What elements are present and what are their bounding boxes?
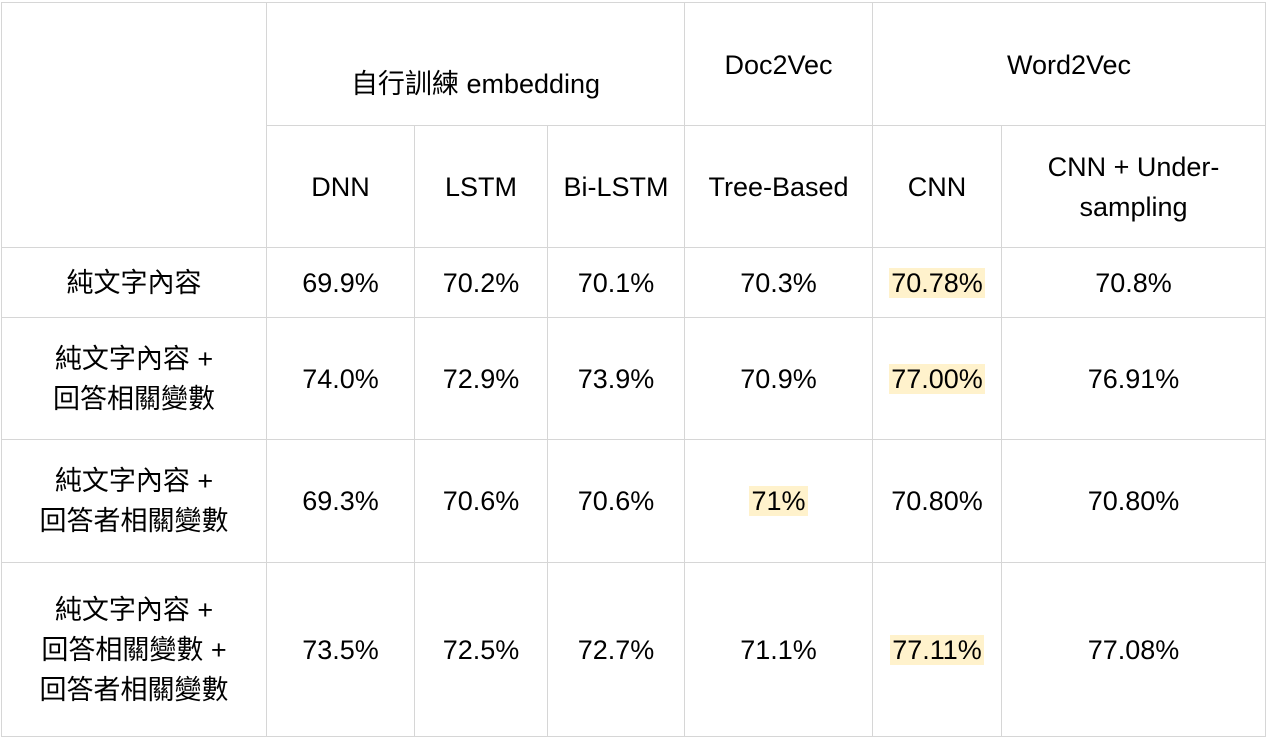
- table-cell: 77.11%: [872, 562, 1002, 737]
- row-label-line: 回答者相關變數: [39, 674, 229, 705]
- row-label: 純文字內容 + 回答者相關變數: [1, 439, 267, 563]
- cell-value: 69.9%: [302, 267, 379, 298]
- cell-value: 70.6%: [442, 486, 520, 516]
- row-label: 純文字內容 + 回答相關變數 + 回答者相關變數: [1, 562, 267, 737]
- table-cell: 72.5%: [414, 562, 548, 737]
- model-header-cnn-undersampling-line1: CNN + Under-: [1047, 151, 1220, 182]
- cell-value: 72.7%: [577, 634, 655, 665]
- model-header-bilstm: Bi-LSTM: [547, 125, 685, 248]
- table-cell: 71%: [684, 439, 873, 563]
- cell-value: 72.5%: [442, 634, 520, 665]
- highlighted-cell-value: 77.00%: [889, 363, 985, 394]
- group-header-doc2vec-label: Doc2Vec: [724, 50, 833, 80]
- cell-value: 70.1%: [577, 267, 655, 298]
- table-cell: 70.78%: [872, 247, 1002, 318]
- table-cell: 77.08%: [1001, 562, 1266, 737]
- model-header-cnn-undersampling: CNN + Under- sampling: [1001, 125, 1266, 248]
- table-row: 純文字內容 + 回答相關變數 + 回答者相關變數 73.5% 72.5% 72.…: [1, 562, 1266, 737]
- table-cell: 70.8%: [1001, 247, 1266, 318]
- table-row: 純文字內容 + 回答相關變數 74.0% 72.9% 73.9% 70.9% 7…: [1, 317, 1266, 440]
- cell-value: 76.91%: [1087, 363, 1180, 394]
- model-header-dnn: DNN: [266, 125, 415, 248]
- table-cell: 72.7%: [547, 562, 685, 737]
- table-cell: 77.00%: [872, 317, 1002, 440]
- row-label-line: 純文字內容 +: [54, 343, 214, 374]
- model-header-dnn-label: DNN: [311, 171, 370, 202]
- table-cell: 70.1%: [547, 247, 685, 318]
- cell-value: 70.8%: [1095, 267, 1172, 298]
- cell-value: 70.3%: [740, 267, 817, 298]
- table-cell: 72.9%: [414, 317, 548, 440]
- row-label-line: 純文字內容: [66, 267, 202, 298]
- group-header-self-trained: 自行訓練 embedding: [266, 2, 685, 126]
- table-cell: 70.80%: [872, 439, 1002, 563]
- table-cell: 71.1%: [684, 562, 873, 737]
- table-row: 純文字內容 69.9% 70.2% 70.1% 70.3% 70.78% 70.…: [1, 247, 1266, 318]
- cell-value: 70.2%: [442, 267, 520, 298]
- group-header-self-trained-label: 自行訓練 embedding: [350, 69, 601, 99]
- row-label-line: 純文字內容 +: [54, 466, 214, 496]
- cell-value: 69.3%: [302, 486, 379, 516]
- group-header-doc2vec: Doc2Vec: [684, 2, 873, 126]
- model-header-cnn-label: CNN: [907, 171, 967, 202]
- cell-value: 70.80%: [1087, 486, 1180, 516]
- table-cell: 73.5%: [266, 562, 415, 737]
- cell-value: 70.9%: [740, 363, 817, 394]
- cell-value: 77.08%: [1087, 634, 1180, 665]
- row-label-line: 純文字內容 +: [54, 594, 214, 625]
- highlighted-cell-value: 71%: [749, 486, 808, 516]
- group-header-word2vec-label: Word2Vec: [1006, 50, 1132, 80]
- cell-value: 70.80%: [891, 486, 983, 516]
- cell-value: 74.0%: [302, 363, 379, 394]
- group-header-word2vec: Word2Vec: [872, 2, 1266, 126]
- table-cell: 73.9%: [547, 317, 685, 440]
- row-label-line: 回答相關變數 +: [41, 634, 227, 665]
- row-label: 純文字內容 + 回答相關變數: [1, 317, 267, 440]
- model-header-cnn: CNN: [872, 125, 1002, 248]
- model-header-cnn-undersampling-line2: sampling: [1079, 191, 1188, 222]
- table-row: 純文字內容 + 回答者相關變數 69.3% 70.6% 70.6% 71% 70…: [1, 439, 1266, 563]
- row-label-line: 回答者相關變數: [39, 506, 229, 536]
- model-header-tree-based: Tree-Based: [684, 125, 873, 248]
- table-cell: 70.6%: [414, 439, 548, 563]
- cell-value: 73.5%: [302, 634, 379, 665]
- row-label: 純文字內容: [1, 247, 267, 318]
- cell-value: 73.9%: [577, 363, 655, 394]
- model-header-lstm-label: LSTM: [444, 171, 517, 202]
- table-cell: 74.0%: [266, 317, 415, 440]
- table-cell: 69.3%: [266, 439, 415, 563]
- cell-value: 70.6%: [577, 486, 655, 516]
- cell-value: 72.9%: [442, 363, 520, 394]
- cell-value: 71.1%: [740, 634, 817, 665]
- model-header-bilstm-label: Bi-LSTM: [563, 171, 669, 202]
- empty-corner-cell: [1, 2, 267, 248]
- table-cell: 70.2%: [414, 247, 548, 318]
- model-header-lstm: LSTM: [414, 125, 548, 248]
- table-cell: 69.9%: [266, 247, 415, 318]
- table-cell: 70.6%: [547, 439, 685, 563]
- model-header-tree-based-label: Tree-Based: [708, 171, 849, 202]
- highlighted-cell-value: 70.78%: [889, 267, 985, 298]
- table-cell: 70.80%: [1001, 439, 1266, 563]
- table-cell: 70.3%: [684, 247, 873, 318]
- highlighted-cell-value: 77.11%: [890, 634, 984, 665]
- table-cell: 70.9%: [684, 317, 873, 440]
- table-cell: 76.91%: [1001, 317, 1266, 440]
- row-label-line: 回答相關變數: [53, 383, 215, 414]
